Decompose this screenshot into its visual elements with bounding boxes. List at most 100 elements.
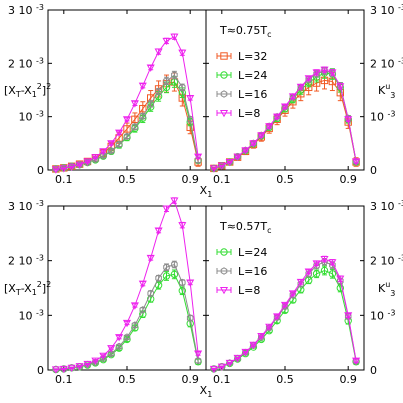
data-point xyxy=(241,147,250,155)
legend-temperature-part: c xyxy=(267,30,271,39)
data-point xyxy=(139,112,147,120)
y-axis-label-right: Ku3 xyxy=(378,280,395,298)
series-line xyxy=(55,35,199,170)
ytick-label-left-part: 0 xyxy=(37,364,44,377)
data-point xyxy=(328,69,337,77)
data-point xyxy=(329,261,336,269)
legend-marker xyxy=(220,52,228,60)
data-point xyxy=(99,148,108,156)
data-point xyxy=(320,255,329,264)
y-axis-label-right-part: u xyxy=(385,280,390,289)
series-line xyxy=(213,269,357,370)
ytick-label-right-part: -3 xyxy=(388,110,396,119)
ytick-label-left: 2 10 -3 xyxy=(8,56,44,70)
data-point xyxy=(344,312,353,320)
data-point xyxy=(67,163,76,172)
ytick-label-right: 3 10 -3 xyxy=(370,199,403,213)
data-point xyxy=(115,342,123,351)
legend-bottom: L=24 L=16 L=8 xyxy=(216,246,267,297)
ytick-label-left-part: 10 xyxy=(19,309,37,322)
x-axis-label: X1 xyxy=(200,384,213,399)
data-point xyxy=(209,365,218,374)
ytick-label-right-part: 0 xyxy=(370,364,377,377)
data-point xyxy=(170,33,179,41)
data-point xyxy=(273,313,282,321)
data-point xyxy=(115,334,124,342)
data-point xyxy=(178,49,187,57)
data-point xyxy=(122,319,132,328)
series-L=8-left xyxy=(51,33,203,174)
y-axis-label-right-part: K xyxy=(378,84,386,97)
ytick-label-right-part: -3 xyxy=(388,308,396,317)
ytick-label-right: 2 10 -3 xyxy=(370,254,403,268)
legend-marker xyxy=(219,109,229,118)
data-point xyxy=(123,125,131,133)
data-point xyxy=(154,227,163,235)
legend-marker xyxy=(220,248,228,256)
data-point xyxy=(258,333,265,341)
y-axis-label-right-part: u xyxy=(385,82,390,91)
data-point xyxy=(123,132,131,141)
ytick-label-left: 0 xyxy=(37,364,44,377)
data-point xyxy=(107,147,115,155)
ytick-label-left: 2 10 -3 xyxy=(8,254,44,268)
data-point xyxy=(107,345,116,353)
legend-temperature-part: T≈0.75T xyxy=(219,24,267,37)
data-point xyxy=(281,302,289,311)
y-axis-label-left-part: -X xyxy=(21,84,32,97)
data-point xyxy=(139,306,147,314)
data-point xyxy=(344,116,353,124)
ytick-label-left-part: 0 xyxy=(37,164,44,177)
data-point xyxy=(179,278,186,287)
ytick-label-left-part: 3 10 xyxy=(8,200,36,213)
data-point xyxy=(130,302,139,310)
ytick-label-right: 3 10 -3 xyxy=(370,3,403,17)
data-point xyxy=(162,37,171,46)
y-axis-label-left: [XT-X12]2 xyxy=(4,82,51,99)
legend-temperature: T≈0.75Tc xyxy=(219,24,272,39)
data-point xyxy=(344,312,352,321)
ytick-label-right: 0 xyxy=(370,364,377,377)
series-L=24-right xyxy=(210,265,360,373)
ytick-label-right-part: -3 xyxy=(398,254,403,263)
xtick-label: 0.9 xyxy=(181,173,199,186)
data-point xyxy=(162,205,171,213)
data-point xyxy=(178,287,187,295)
data-point xyxy=(225,158,234,167)
ytick-label-left: 3 10 -3 xyxy=(8,199,44,213)
data-point xyxy=(280,301,290,310)
data-point xyxy=(155,274,162,282)
xtick-label: 0.1 xyxy=(213,173,231,186)
data-point xyxy=(138,82,147,90)
data-point xyxy=(328,259,337,267)
data-point xyxy=(178,222,187,230)
data-point xyxy=(186,94,195,103)
data-point xyxy=(170,197,179,205)
x-axis-label-part: 1 xyxy=(207,390,212,399)
data-point xyxy=(288,93,297,101)
data-point xyxy=(99,352,108,361)
ytick-label-left-part: -3 xyxy=(36,56,44,65)
data-point xyxy=(123,333,131,341)
y-axis-label-right: Ku3 xyxy=(378,82,395,100)
data-point xyxy=(107,349,115,358)
data-point xyxy=(138,280,147,288)
data-point xyxy=(312,270,321,278)
data-point xyxy=(146,254,155,263)
legend-label-L=24: L=24 xyxy=(238,246,267,259)
legend-marker xyxy=(219,286,229,295)
data-point xyxy=(75,363,84,371)
ytick-label-left-part: 10 xyxy=(19,111,37,124)
x-axis-label-part: 1 xyxy=(207,190,212,199)
data-point xyxy=(100,354,107,363)
ytick-label-left-part: -3 xyxy=(36,110,44,119)
ytick-label-left-part: 3 10 xyxy=(8,4,36,17)
legend-top: L=32 L=24 L=16 L=8 xyxy=(216,50,267,120)
data-point xyxy=(265,324,273,332)
ytick-label-left-part: 2 10 xyxy=(8,255,36,268)
legend-marker xyxy=(220,71,228,79)
data-point xyxy=(91,154,100,162)
data-point xyxy=(115,129,124,137)
y-axis-label-left-part: T xyxy=(15,288,21,297)
